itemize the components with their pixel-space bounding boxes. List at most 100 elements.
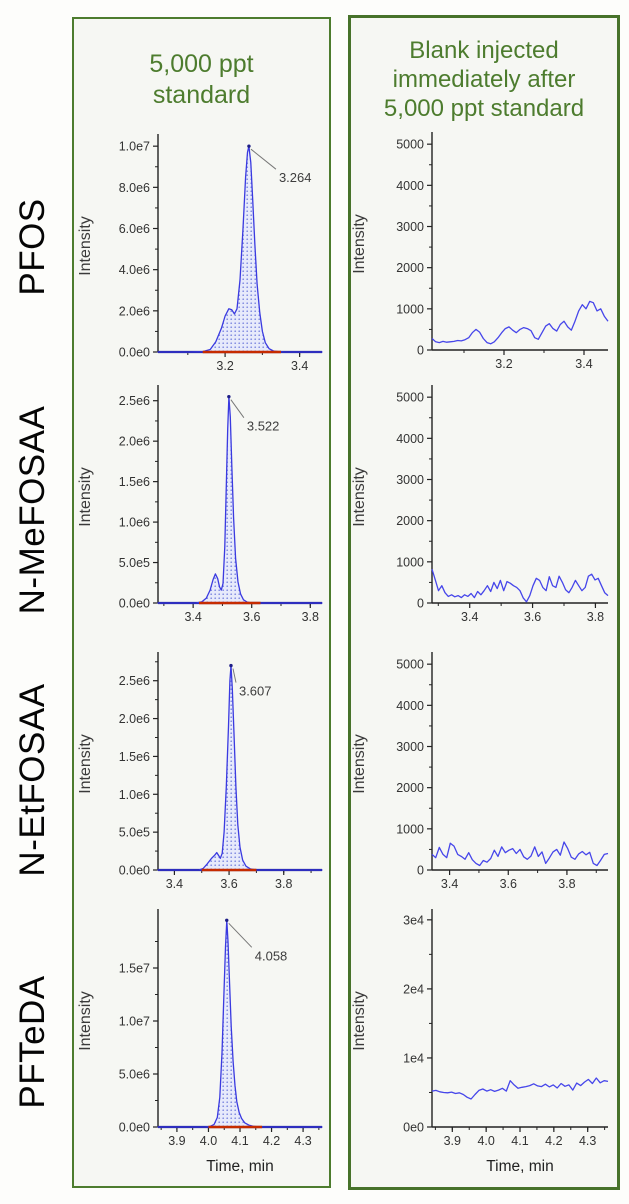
svg-text:3.6: 3.6 bbox=[243, 610, 260, 624]
chart-n-etfosaa-blank: 0 1000 2000 3000 4000 5000 3.4 3.6 3.8 Intensity bbox=[351, 636, 618, 907]
chromatogram-n-mefosaa-standard: 0.0e0 5.0e5 1.0e6 1.5e6 2.0e6 2.5e6 3.4 3.6 3.8 I… bbox=[77, 385, 323, 624]
svg-text:2000: 2000 bbox=[396, 514, 424, 528]
chart-pftedal-blank: 0e0 1e4 2e4 3e4 3.9 4.0 4.1 4.2 4.3 Time, min Inte… bbox=[351, 893, 618, 1192]
row-label-n-mefosaa: N-MeFOSAA bbox=[13, 405, 52, 615]
svg-text:5.0e5: 5.0e5 bbox=[119, 826, 150, 840]
svg-text:0.0e0: 0.0e0 bbox=[119, 597, 150, 611]
chromatogram-pftedal-standard: 0.0e0 5.0e6 1.0e7 1.5e7 3.9 4.0 4.1 4.2 4.3 Time,… bbox=[77, 909, 323, 1175]
svg-text:4.2: 4.2 bbox=[263, 1134, 280, 1148]
standard-title-line-2: standard bbox=[152, 81, 251, 109]
peak-apex-marker bbox=[229, 663, 233, 668]
svg-text:1000: 1000 bbox=[396, 302, 424, 316]
svg-text:1000: 1000 bbox=[396, 555, 424, 569]
svg-text:1.5e6: 1.5e6 bbox=[119, 750, 150, 764]
svg-text:5000: 5000 bbox=[396, 138, 424, 152]
peak-annotation-leader bbox=[232, 668, 237, 683]
svg-text:0: 0 bbox=[417, 344, 424, 358]
svg-text:1.0e7: 1.0e7 bbox=[119, 140, 150, 154]
chart-pfos-standard: 0.0e0 2.0e6 4.0e6 6.0e6 8.0e6 1.0e7 3.2 3.4 Inte… bbox=[77, 118, 332, 389]
svg-text:3000: 3000 bbox=[396, 220, 424, 234]
chromatogram-n-etfosaa-standard: 0.0e0 5.0e5 1.0e6 1.5e6 2.0e6 2.5e6 3.4 3.6 3.8 I… bbox=[77, 652, 323, 891]
svg-text:1.0e7: 1.0e7 bbox=[119, 1015, 150, 1029]
svg-text:3.8: 3.8 bbox=[587, 610, 604, 624]
blank-title-line-1: Blank injected bbox=[409, 37, 559, 64]
y-axis-title: Intensity bbox=[78, 216, 94, 276]
svg-text:4.0e6: 4.0e6 bbox=[119, 263, 150, 277]
svg-text:2.0e6: 2.0e6 bbox=[119, 304, 150, 318]
chromatogram-pfos-standard: 0.0e0 2.0e6 4.0e6 6.0e6 8.0e6 1.0e7 3.2 3.4 Inte… bbox=[77, 134, 323, 373]
peak-trace bbox=[157, 919, 323, 1128]
svg-text:4000: 4000 bbox=[396, 432, 424, 446]
y-axis-title: Intensity bbox=[352, 734, 368, 794]
svg-text:2000: 2000 bbox=[396, 261, 424, 275]
svg-text:1.5e7: 1.5e7 bbox=[119, 962, 150, 976]
peak-annotation-leader bbox=[250, 148, 277, 170]
svg-text:2.0e6: 2.0e6 bbox=[119, 435, 150, 449]
svg-text:4.2: 4.2 bbox=[545, 1134, 562, 1148]
y-axis-title: Intensity bbox=[78, 991, 94, 1051]
peak-annotation-leader bbox=[230, 399, 245, 418]
row-label-pftedal: PFTeDA bbox=[13, 975, 52, 1109]
svg-text:3.4: 3.4 bbox=[166, 877, 183, 891]
row-label-pfos: PFOS bbox=[13, 198, 52, 296]
blank-title-line-2: immediately after bbox=[392, 66, 576, 93]
svg-text:1.0e6: 1.0e6 bbox=[119, 788, 150, 802]
svg-text:5000: 5000 bbox=[396, 391, 424, 405]
svg-text:4.1: 4.1 bbox=[231, 1134, 248, 1148]
svg-text:2.0e6: 2.0e6 bbox=[119, 712, 150, 726]
svg-text:3.4: 3.4 bbox=[291, 359, 308, 373]
svg-text:3.4: 3.4 bbox=[441, 877, 458, 891]
svg-text:3.4: 3.4 bbox=[184, 610, 201, 624]
svg-text:3.9: 3.9 bbox=[168, 1134, 185, 1148]
svg-text:0e0: 0e0 bbox=[403, 1121, 424, 1135]
svg-text:3.6: 3.6 bbox=[500, 877, 517, 891]
peak-trace bbox=[157, 145, 323, 353]
svg-text:4.0: 4.0 bbox=[477, 1134, 494, 1148]
peak-retention-time-label: 4.058 bbox=[255, 948, 288, 963]
chart-n-mefosaa-standard: 0.0e0 5.0e5 1.0e6 1.5e6 2.0e6 2.5e6 3.4 3.6 3.8 I… bbox=[77, 369, 332, 640]
chart-pfos-blank: 0 1000 2000 3000 4000 5000 3.2 3.4 Intensity bbox=[351, 116, 618, 387]
svg-text:4.3: 4.3 bbox=[294, 1134, 311, 1148]
svg-text:1.0e6: 1.0e6 bbox=[119, 516, 150, 530]
chart-n-mefosaa-blank: 0 1000 2000 3000 4000 5000 3.4 3.6 3.8 Intensity bbox=[351, 369, 618, 640]
svg-text:4000: 4000 bbox=[396, 699, 424, 713]
peak-trace bbox=[157, 396, 323, 604]
chromatogram-n-mefosaa-blank: 0 1000 2000 3000 4000 5000 3.4 3.6 3.8 Intensity bbox=[351, 385, 609, 624]
svg-text:4.1: 4.1 bbox=[511, 1134, 528, 1148]
svg-text:2.5e6: 2.5e6 bbox=[119, 674, 150, 688]
svg-text:3e4: 3e4 bbox=[403, 913, 424, 927]
svg-text:5.0e6: 5.0e6 bbox=[119, 1068, 150, 1082]
svg-text:4000: 4000 bbox=[396, 179, 424, 193]
peak-apex-marker bbox=[227, 394, 231, 399]
chromatogram-pfos-blank: 0 1000 2000 3000 4000 5000 3.2 3.4 Intensity bbox=[351, 132, 609, 371]
svg-text:5.0e5: 5.0e5 bbox=[119, 556, 150, 570]
svg-text:3.9: 3.9 bbox=[444, 1134, 461, 1148]
chart-n-etfosaa-standard: 0.0e0 5.0e5 1.0e6 1.5e6 2.0e6 2.5e6 3.4 3.6 3.8 I… bbox=[77, 636, 332, 907]
peak-retention-time-label: 3.607 bbox=[239, 684, 272, 699]
svg-text:3.4: 3.4 bbox=[575, 357, 592, 371]
svg-text:4.3: 4.3 bbox=[579, 1134, 596, 1148]
svg-text:5000: 5000 bbox=[396, 658, 424, 672]
svg-text:0: 0 bbox=[417, 864, 424, 878]
y-axis-title: Intensity bbox=[78, 467, 94, 527]
peak-retention-time-label: 3.522 bbox=[247, 419, 280, 434]
noise-trace bbox=[431, 569, 609, 603]
svg-text:4.0: 4.0 bbox=[200, 1134, 217, 1148]
svg-text:3.4: 3.4 bbox=[461, 610, 478, 624]
chromatogram-pftedal-blank: 0e0 1e4 2e4 3e4 3.9 4.0 4.1 4.2 4.3 Time, min Inte… bbox=[351, 909, 609, 1175]
svg-text:2e4: 2e4 bbox=[403, 982, 424, 996]
blank-panel-title: Blank injected immediately after 5,000 p… bbox=[351, 18, 617, 123]
peak-annotation-leader bbox=[228, 922, 253, 948]
row-label-n-etfosaa: N-EtFOSAA bbox=[13, 683, 52, 877]
svg-text:3.2: 3.2 bbox=[495, 357, 512, 371]
x-axis-title: Time, min bbox=[206, 1158, 273, 1175]
standard-title-line-1: 5,000 ppt bbox=[149, 50, 254, 78]
y-axis-title: Intensity bbox=[352, 467, 368, 527]
svg-text:3.6: 3.6 bbox=[220, 877, 237, 891]
svg-text:2000: 2000 bbox=[396, 781, 424, 795]
svg-text:3.8: 3.8 bbox=[275, 877, 292, 891]
chromatogram-n-etfosaa-blank: 0 1000 2000 3000 4000 5000 3.4 3.6 3.8 Intensity bbox=[351, 652, 609, 891]
y-axis-title: Intensity bbox=[352, 214, 368, 274]
svg-text:8.0e6: 8.0e6 bbox=[119, 181, 150, 195]
